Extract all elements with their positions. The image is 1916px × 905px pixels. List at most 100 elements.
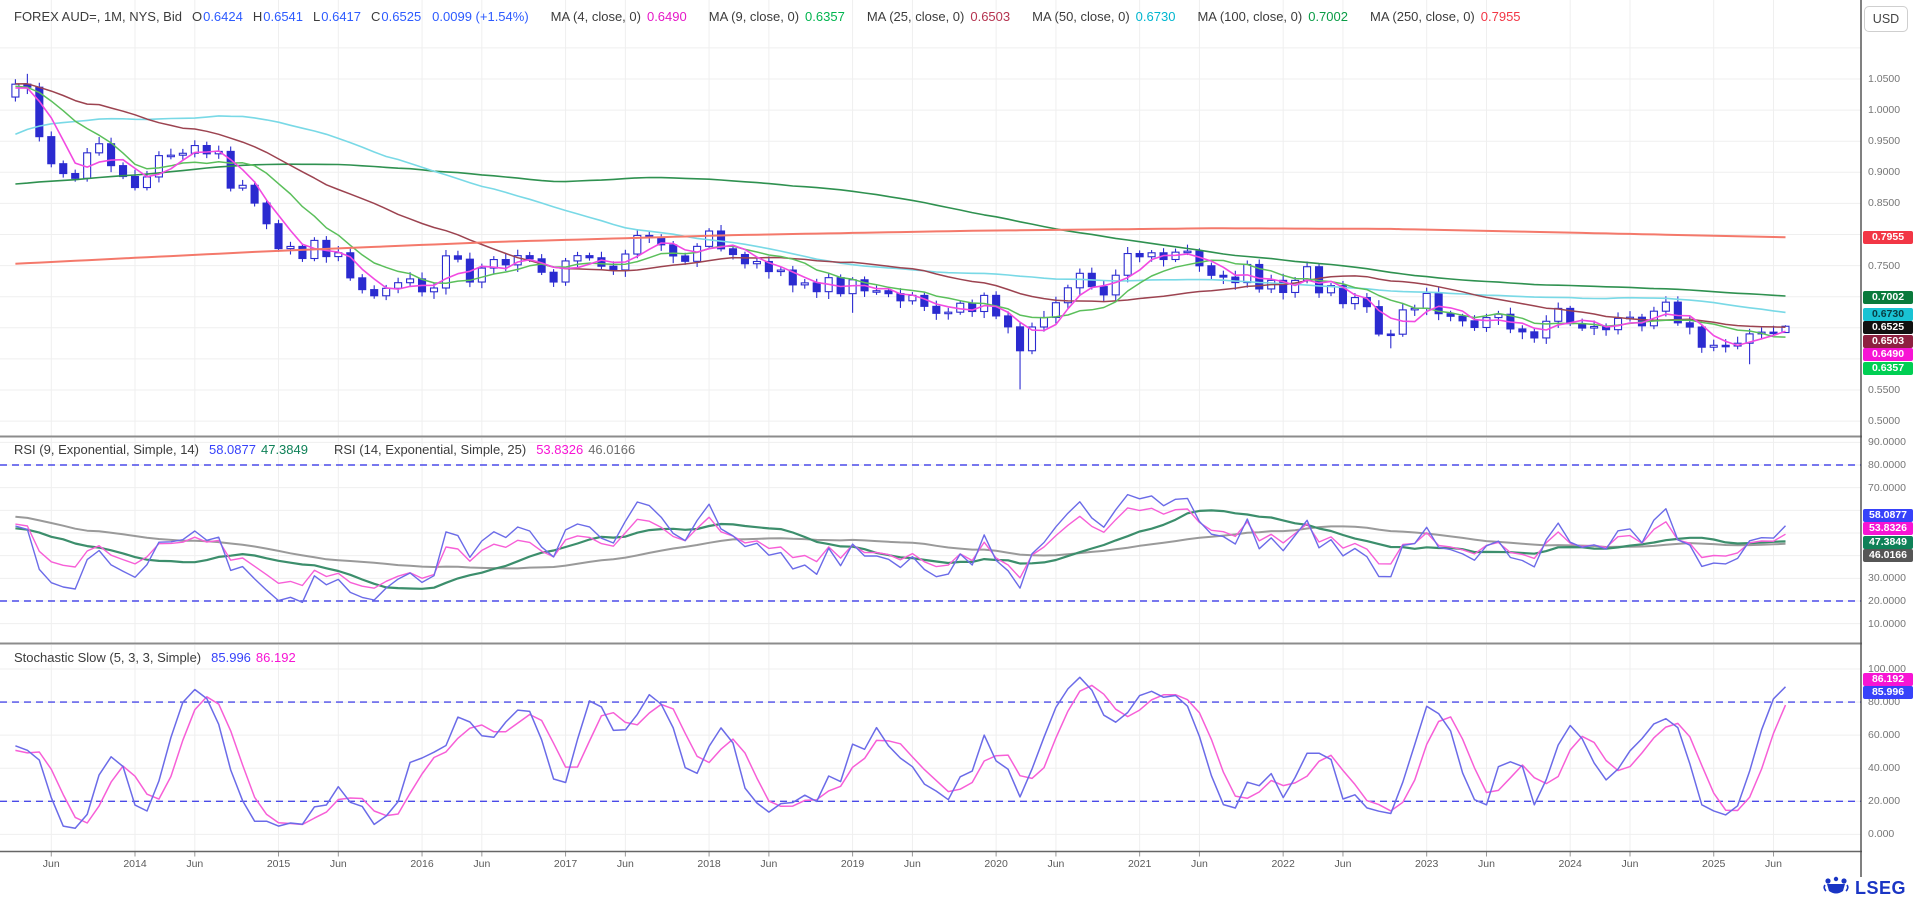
ma-label: MA (50, close, 0) <box>1032 9 1130 24</box>
ma-label: MA (100, close, 0) <box>1197 9 1303 24</box>
price-badge: 0.6503 <box>1863 334 1913 348</box>
stoch-axis-tick: 40.000 <box>1868 762 1901 775</box>
stoch-axis-tick: 20.000 <box>1868 795 1901 808</box>
ma-legend-item-5[interactable]: MA (250, close, 0) 0.7955 <box>1370 9 1521 24</box>
rsi-1-value: 58.0877 <box>208 442 256 457</box>
price-axis-tick: 0.5500 <box>1868 384 1901 396</box>
time-axis-label: 2015 <box>266 858 291 870</box>
stoch-d-value: 86.192 <box>255 650 296 665</box>
time-axis-label: 2020 <box>984 858 1008 870</box>
ma-value: 0.6503 <box>970 9 1011 24</box>
time-axis-label: Jun <box>473 858 491 870</box>
ma-value: 0.6730 <box>1135 9 1176 24</box>
ma-value: 0.6490 <box>646 9 687 24</box>
instrument-label[interactable]: FOREX AUD=, 1M, NYS, Bid <box>14 9 182 24</box>
price-axis-tick: 0.9000 <box>1868 166 1901 179</box>
stoch-axis-tick: 80.000 <box>1868 696 1901 709</box>
main-legend: FOREX AUD=, 1M, NYS, Bid O0.6424 H0.6541… <box>14 9 1521 24</box>
ma-legend-item-0[interactable]: MA (4, close, 0) 0.6490 <box>551 9 687 24</box>
time-axis-label: Jun <box>1190 858 1208 870</box>
price-axis-column[interactable] <box>1862 0 1916 877</box>
stoch-badge: 86.192 <box>1863 672 1913 686</box>
ma-value: 0.6357 <box>805 9 845 24</box>
ma-legend-item-2[interactable]: MA (25, close, 0) 0.6503 <box>867 9 1010 24</box>
time-axis-label: Jun <box>1621 858 1639 870</box>
rsi-2-ma-value: 46.0166 <box>588 442 636 457</box>
stoch-badge: 85.996 <box>1863 685 1913 699</box>
price-badge: 0.7002 <box>1863 290 1913 304</box>
time-axis-label: 2017 <box>553 858 578 870</box>
stoch-legend[interactable]: Stochastic Slow (5, 3, 3, Simple) 85.996… <box>14 650 296 665</box>
rsi-badge: 53.8326 <box>1863 522 1913 535</box>
time-axis-label: 2023 <box>1414 858 1439 870</box>
rsi-legend[interactable]: RSI (9, Exponential, Simple, 14) 58.0877… <box>14 442 635 457</box>
ohlc-change: 0.0099 (+1.54%) <box>432 9 529 24</box>
time-axis-label: Jun <box>1334 858 1352 870</box>
time-axis-label: 2014 <box>123 858 147 870</box>
rsi-badge: 47.3849 <box>1863 535 1913 549</box>
time-axis-label: Jun <box>42 858 60 870</box>
time-axis-label: 2018 <box>697 858 721 870</box>
stoch-axis-tick: 60.000 <box>1868 729 1901 742</box>
ma-legend-item-3[interactable]: MA (50, close, 0) 0.6730 <box>1032 9 1175 24</box>
rsi-badge: 58.0877 <box>1863 508 1913 522</box>
rsi-1-ma-value: 47.3849 <box>260 442 308 457</box>
price-axis-tick: 1.0000 <box>1868 104 1901 117</box>
ohlc-low: L0.6417 <box>313 9 362 24</box>
rsi-axis-tick: 70.0000 <box>1868 481 1906 494</box>
ma-label: MA (4, close, 0) <box>550 9 641 24</box>
rsi-1-label: RSI (9, Exponential, Simple, 14) <box>14 442 199 457</box>
time-axis-label: Jun <box>1047 858 1065 870</box>
time-axis-label: Jun <box>903 858 921 870</box>
ma-legend: MA (4, close, 0) 0.6490 MA (9, close, 0) 0.… <box>529 9 1521 24</box>
ma-value: 0.7002 <box>1308 9 1348 24</box>
lseg-crest-icon <box>1823 875 1849 902</box>
ma-legend-item-4[interactable]: MA (100, close, 0) 0.7002 <box>1197 9 1348 24</box>
price-axis-tick: 0.7500 <box>1868 259 1901 272</box>
ma-label: MA (250, close, 0) <box>1369 9 1475 24</box>
price-axis-tick: 0.9500 <box>1868 135 1901 148</box>
lseg-logo-text: LSEG <box>1854 878 1906 898</box>
ma-value: 0.7955 <box>1480 9 1521 24</box>
price-axis-tick: 1.0500 <box>1868 73 1901 85</box>
lseg-logo: LSEG <box>1823 875 1906 902</box>
time-axis-label: 2016 <box>410 858 434 870</box>
ma-label: MA (25, close, 0) <box>866 9 965 24</box>
price-badge: 0.6490 <box>1863 348 1913 361</box>
time-axis-label: 2022 <box>1271 858 1295 870</box>
stoch-label: Stochastic Slow (5, 3, 3, Simple) <box>14 650 202 665</box>
rsi-axis-tick: 20.0000 <box>1868 595 1906 607</box>
time-axis-label: 2025 <box>1702 858 1726 870</box>
price-axis-tick: 0.5000 <box>1868 415 1901 428</box>
time-axis-label: 2019 <box>840 858 865 870</box>
currency-selector-button[interactable]: USD <box>1864 6 1908 32</box>
rsi-axis-tick: 10.0000 <box>1868 617 1906 630</box>
price-axis-tick: 0.8500 <box>1868 197 1901 210</box>
stoch-axis-tick: 100.000 <box>1868 663 1906 675</box>
ohlc-close: C0.6525 <box>371 9 422 24</box>
rsi-axis-tick: 30.0000 <box>1868 572 1906 585</box>
time-axis-label: Jun <box>186 858 204 870</box>
time-axis-label: 2021 <box>1127 858 1152 870</box>
time-axis-label: Jun <box>329 858 347 870</box>
price-badge: 0.6525 <box>1863 321 1913 334</box>
rsi-axis-tick: 90.0000 <box>1868 436 1906 449</box>
price-badge: 0.6357 <box>1863 361 1913 375</box>
stoch-k-value: 85.996 <box>211 650 251 665</box>
rsi-2-value: 53.8326 <box>536 442 584 457</box>
ohlc-high: H0.6541 <box>252 9 304 24</box>
rsi-badge: 46.0166 <box>1863 549 1913 562</box>
time-axis-label: Jun <box>1765 858 1782 870</box>
price-badge: 0.7955 <box>1863 230 1913 244</box>
ohlc-open: O0.6424 <box>191 9 243 24</box>
rsi-axis-tick: 80.0000 <box>1868 459 1906 471</box>
time-axis-label: Jun <box>1478 858 1495 870</box>
time-axis-label: 2024 <box>1558 858 1582 870</box>
ma-label: MA (9, close, 0) <box>708 9 800 24</box>
ma-legend-item-1[interactable]: MA (9, close, 0) 0.6357 <box>709 9 845 24</box>
stoch-axis-tick: 0.000 <box>1868 828 1895 841</box>
time-axis-label: Jun <box>760 858 778 870</box>
